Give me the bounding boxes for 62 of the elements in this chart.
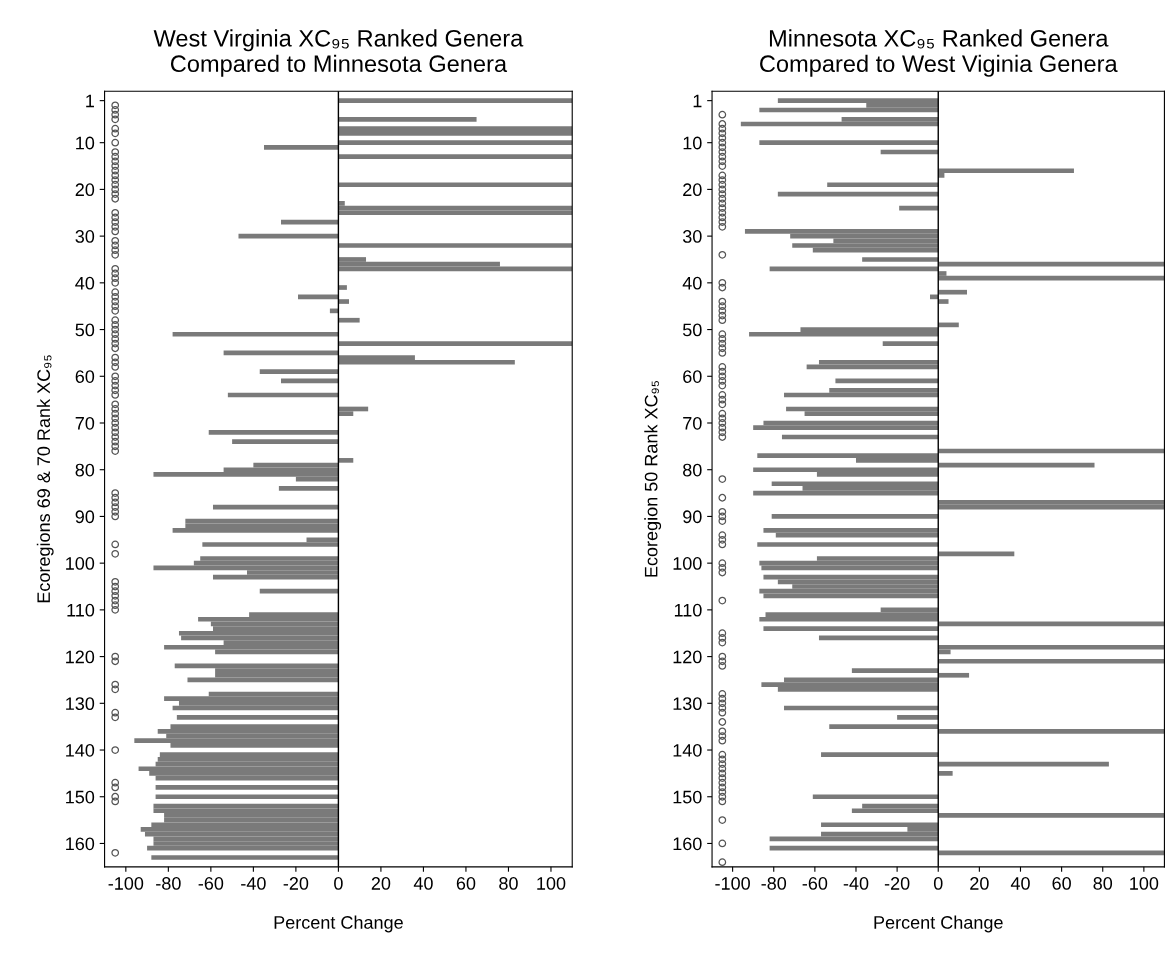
x-tick-label: 20 — [970, 877, 989, 890]
x-tick-label: -60 — [198, 877, 224, 890]
y-tick-label: 100 — [66, 557, 95, 570]
y-tick-label: 30 — [682, 230, 702, 243]
x-axis-title: Percent Change — [274, 915, 403, 933]
y-tick-label: 20 — [683, 183, 702, 197]
y-tick-label: 10 — [683, 136, 702, 150]
y-tick-label: 160 — [673, 837, 702, 851]
y-tick-label: 60 — [683, 370, 702, 383]
x-tick-label: 40 — [413, 877, 433, 890]
y-tick-label: 160 — [66, 837, 95, 851]
y-tick-label: 130 — [66, 697, 95, 711]
y-tick-label: 1 — [86, 94, 94, 108]
x-tick-label: -40 — [241, 877, 266, 890]
x-axis-title: Percent Change — [874, 915, 1003, 933]
x-tick-label: -80 — [761, 877, 787, 890]
x-tick-label: 80 — [1093, 877, 1113, 890]
y-tick-label: 20 — [75, 183, 95, 197]
x-tick-label: 60 — [1052, 877, 1071, 890]
x-tick-label: -60 — [802, 877, 828, 890]
x-tick-label: -80 — [156, 877, 181, 890]
y-axis-title: Ecoregions 69 & 70 Rank XC₉₅ — [36, 355, 54, 603]
x-tick-label: 100 — [537, 877, 566, 890]
y-tick-label: 120 — [66, 650, 95, 664]
x-tick-label: -100 — [108, 877, 144, 890]
x-tick-label: -40 — [843, 877, 869, 890]
y-tick-label: 100 — [673, 557, 702, 570]
x-tick-label: 40 — [1010, 877, 1030, 890]
y-tick-label: 130 — [673, 697, 702, 711]
y-tick-label: 60 — [75, 370, 95, 383]
y-tick-label: 1 — [693, 94, 702, 108]
x-tick-label: -20 — [884, 877, 910, 890]
y-tick-label: 70 — [683, 416, 702, 430]
y-tick-label: 140 — [673, 743, 702, 757]
y-tick-label: 50 — [682, 323, 702, 337]
y-tick-label: 150 — [66, 790, 95, 804]
y-tick-label: 10 — [76, 136, 95, 150]
y-tick-label: 30 — [75, 230, 95, 243]
x-tick-label: 100 — [1130, 877, 1159, 890]
y-tick-label: 90 — [683, 510, 702, 524]
y-tick-label: 150 — [673, 790, 702, 804]
y-tick-label: 90 — [75, 510, 95, 524]
x-tick-label: 20 — [371, 877, 391, 890]
y-tick-label: 70 — [75, 416, 95, 430]
chart-title: Minnesota XC₉₅ Ranked Genera Compared to West Viginia Genera — [760, 29, 1118, 77]
chart-title: West Virginia XC₉₅ Ranked Genera Compared to Minnesota Genera — [153, 29, 524, 77]
x-tick-label: -20 — [283, 877, 309, 890]
y-axis-title: Ecoregion 50 Rank XC₉₅ — [644, 380, 662, 577]
y-tick-label: 80 — [75, 463, 95, 477]
y-tick-label: 50 — [75, 323, 95, 337]
y-tick-label: 80 — [683, 463, 702, 477]
x-tick-label: 80 — [499, 877, 518, 890]
x-tick-label: 0 — [334, 877, 343, 890]
x-tick-label: 60 — [456, 877, 476, 890]
y-tick-label: 110 — [67, 603, 95, 617]
y-tick-label: 120 — [673, 650, 702, 664]
y-tick-label: 110 — [674, 603, 702, 617]
y-tick-label: 40 — [75, 276, 95, 290]
x-tick-label: 0 — [933, 877, 943, 890]
x-tick-label: -100 — [715, 877, 750, 890]
y-tick-label: 140 — [66, 743, 95, 757]
y-tick-label: 40 — [682, 276, 702, 290]
